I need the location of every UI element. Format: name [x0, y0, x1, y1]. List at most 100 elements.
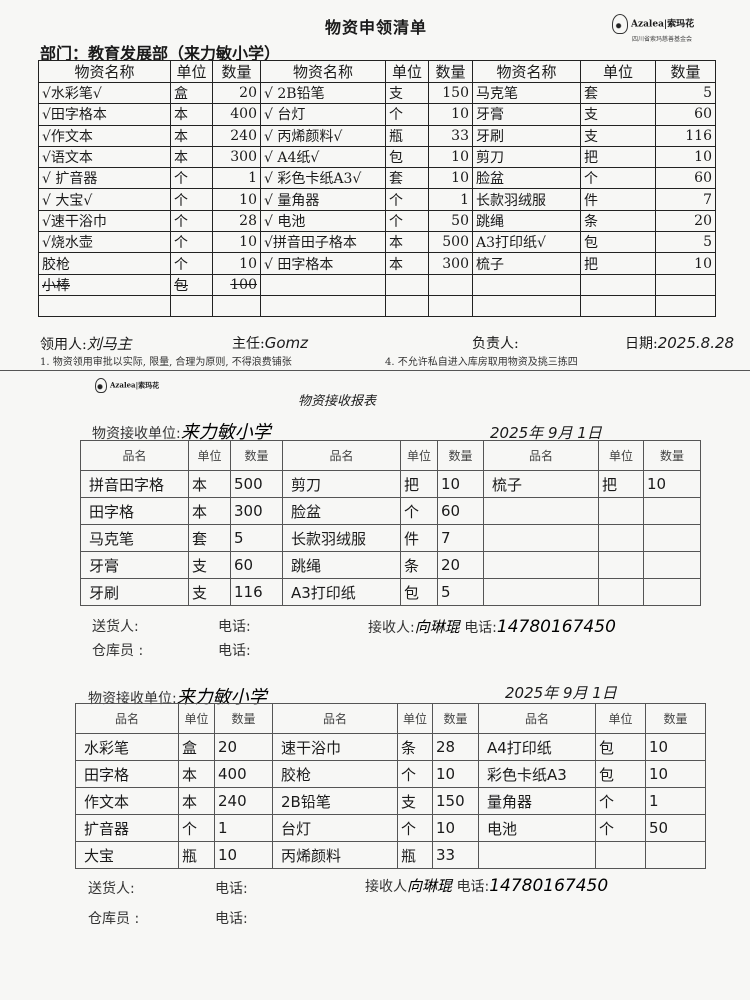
table-header-row: 品名 单位 数量 品名 单位 数量 品名 单位 数量: [80, 440, 701, 471]
unit-cell: 个: [385, 209, 429, 233]
table-row: 小棒包 100: [38, 273, 716, 296]
unit-cell: 件: [400, 524, 438, 552]
quantity-cell: 400: [212, 103, 261, 126]
unit-cell: 支: [385, 81, 429, 105]
table-row: √速干浴巾个 28 √ 电池个 50 跳绳条 20: [38, 209, 716, 233]
column-header: 品名: [75, 703, 179, 734]
unit-cell: 个: [595, 787, 646, 815]
item-name-cell: √ 2B铅笔: [260, 81, 386, 105]
keeper-label: 仓库员 :: [88, 911, 140, 927]
director: 主任:Gomz: [232, 334, 309, 352]
unit-cell: 包: [595, 733, 646, 761]
quantity-cell: 33: [432, 841, 479, 869]
unit-cell: 支: [580, 103, 656, 126]
unit-cell: 个: [595, 814, 646, 842]
quantity-cell: [655, 273, 716, 296]
quantity-cell: 300: [230, 497, 283, 525]
sender-phone-label: 电话:: [218, 619, 251, 635]
unit-cell: 支: [580, 124, 656, 147]
item-name-cell: 速干浴巾: [272, 733, 398, 761]
table-row: 大宝瓶 10 丙烯颜料瓶 33: [75, 841, 706, 869]
item-name-cell: [260, 273, 386, 296]
item-name-cell: √ 彩色卡纸A3√: [260, 167, 386, 190]
table-row: 牙刷支 116 A3打印纸包 5: [80, 578, 701, 606]
sender-label: 送货人:: [92, 619, 139, 635]
column-header: 单位: [188, 440, 231, 471]
item-name-cell: 马克笔: [472, 81, 581, 105]
keeper-label: 仓库员 :: [92, 643, 144, 659]
item-name-cell: 扩音器: [75, 814, 179, 842]
column-header: 物资名称: [472, 60, 581, 83]
unit-cell: 个: [170, 188, 213, 211]
item-name-cell: 作文本: [75, 787, 179, 815]
quantity-cell: 150: [428, 81, 473, 105]
table-row: √ 扩音器个 1 √ 彩色卡纸A3√ 套 10 脸盆个 60: [38, 167, 716, 190]
item-name-cell: 胶枪: [272, 760, 398, 788]
unit-cell: 套: [580, 81, 656, 105]
item-name-cell: A3打印纸√: [472, 231, 581, 254]
unit-cell: 个: [397, 814, 433, 842]
unit-cell: 本: [178, 787, 215, 815]
column-header: 品名: [478, 703, 596, 734]
column-header: 数量: [230, 440, 283, 471]
unit-cell: 条: [580, 209, 656, 233]
unit-cell: 瓶: [178, 841, 215, 869]
unit-cell: 本: [170, 124, 213, 147]
item-name-cell: √ 扩音器: [38, 167, 171, 190]
unit-cell: [385, 273, 429, 296]
quantity-cell: [643, 524, 701, 552]
quantity-cell: 60: [655, 103, 716, 126]
quantity-cell: 10: [645, 760, 706, 788]
unit-cell: 本: [385, 252, 429, 275]
unit-cell: 个: [385, 103, 429, 126]
table-row: 胶枪个 10 √ 田字格本本 300 梳子把 10: [38, 252, 716, 275]
item-name-cell: 牙膏: [80, 551, 189, 579]
unit-cell: [598, 578, 644, 606]
unit-cell: 条: [397, 733, 433, 761]
quantity-cell: 10: [645, 733, 706, 761]
date: 日期:2025.8.28: [625, 334, 735, 352]
unit-cell: 本: [170, 103, 213, 126]
unit-cell: 包: [400, 578, 438, 606]
unit-cell: [598, 497, 644, 525]
item-name-cell: √ 大宝√: [38, 188, 171, 211]
unit-cell: [170, 294, 213, 318]
table-row: 扩音器个 1 台灯个 10 电池个 50: [75, 814, 706, 842]
column-header: 数量: [643, 440, 701, 471]
item-name-cell: 牙膏: [472, 103, 581, 126]
column-header: 品名: [282, 440, 401, 471]
item-name-cell: √作文本: [38, 124, 171, 147]
azalea-flower-icon: [612, 14, 628, 34]
quantity-cell: 60: [437, 497, 484, 525]
item-name-cell: √ 台灯: [260, 103, 386, 126]
quantity-cell: 116: [230, 578, 283, 606]
unit-cell: 个: [170, 252, 213, 275]
item-name-cell: 电池: [478, 814, 596, 842]
unit-cell: [580, 273, 656, 296]
unit-cell: 个: [400, 497, 438, 525]
unit-cell: 包: [580, 231, 656, 254]
unit-cell: 支: [188, 551, 231, 579]
column-header: 数量: [214, 703, 273, 734]
quantity-cell: 500: [428, 231, 473, 254]
rule-4: 4. 不允许私自进入库房取用物资及挑三拣四: [385, 357, 578, 368]
quantity-cell: 5: [655, 81, 716, 105]
column-header: 单位: [178, 703, 215, 734]
quantity-cell: 10: [212, 188, 261, 211]
quantity-cell: 10: [428, 167, 473, 190]
quantity-cell: 10: [428, 145, 473, 169]
unit-cell: 本: [385, 231, 429, 254]
quantity-cell: [643, 497, 701, 525]
unit-cell: [385, 294, 429, 318]
item-name-cell: 拼音田字格: [80, 470, 189, 498]
item-name-cell: 跳绳: [282, 551, 401, 579]
item-name-cell: [472, 294, 581, 318]
table-row: 田字格本 400 胶枪个 10 彩色卡纸A3 包 10: [75, 760, 706, 788]
item-name-cell: 2B铅笔: [272, 787, 398, 815]
item-name-cell: √ 田字格本: [260, 252, 386, 275]
unit-cell: [598, 551, 644, 579]
item-name-cell: 田字格: [80, 497, 189, 525]
quantity-cell: [212, 294, 261, 318]
table-row: √语文本本 300 √ A4纸√ 包 10 剪刀把 10: [38, 145, 716, 169]
quantity-cell: 300: [428, 252, 473, 275]
